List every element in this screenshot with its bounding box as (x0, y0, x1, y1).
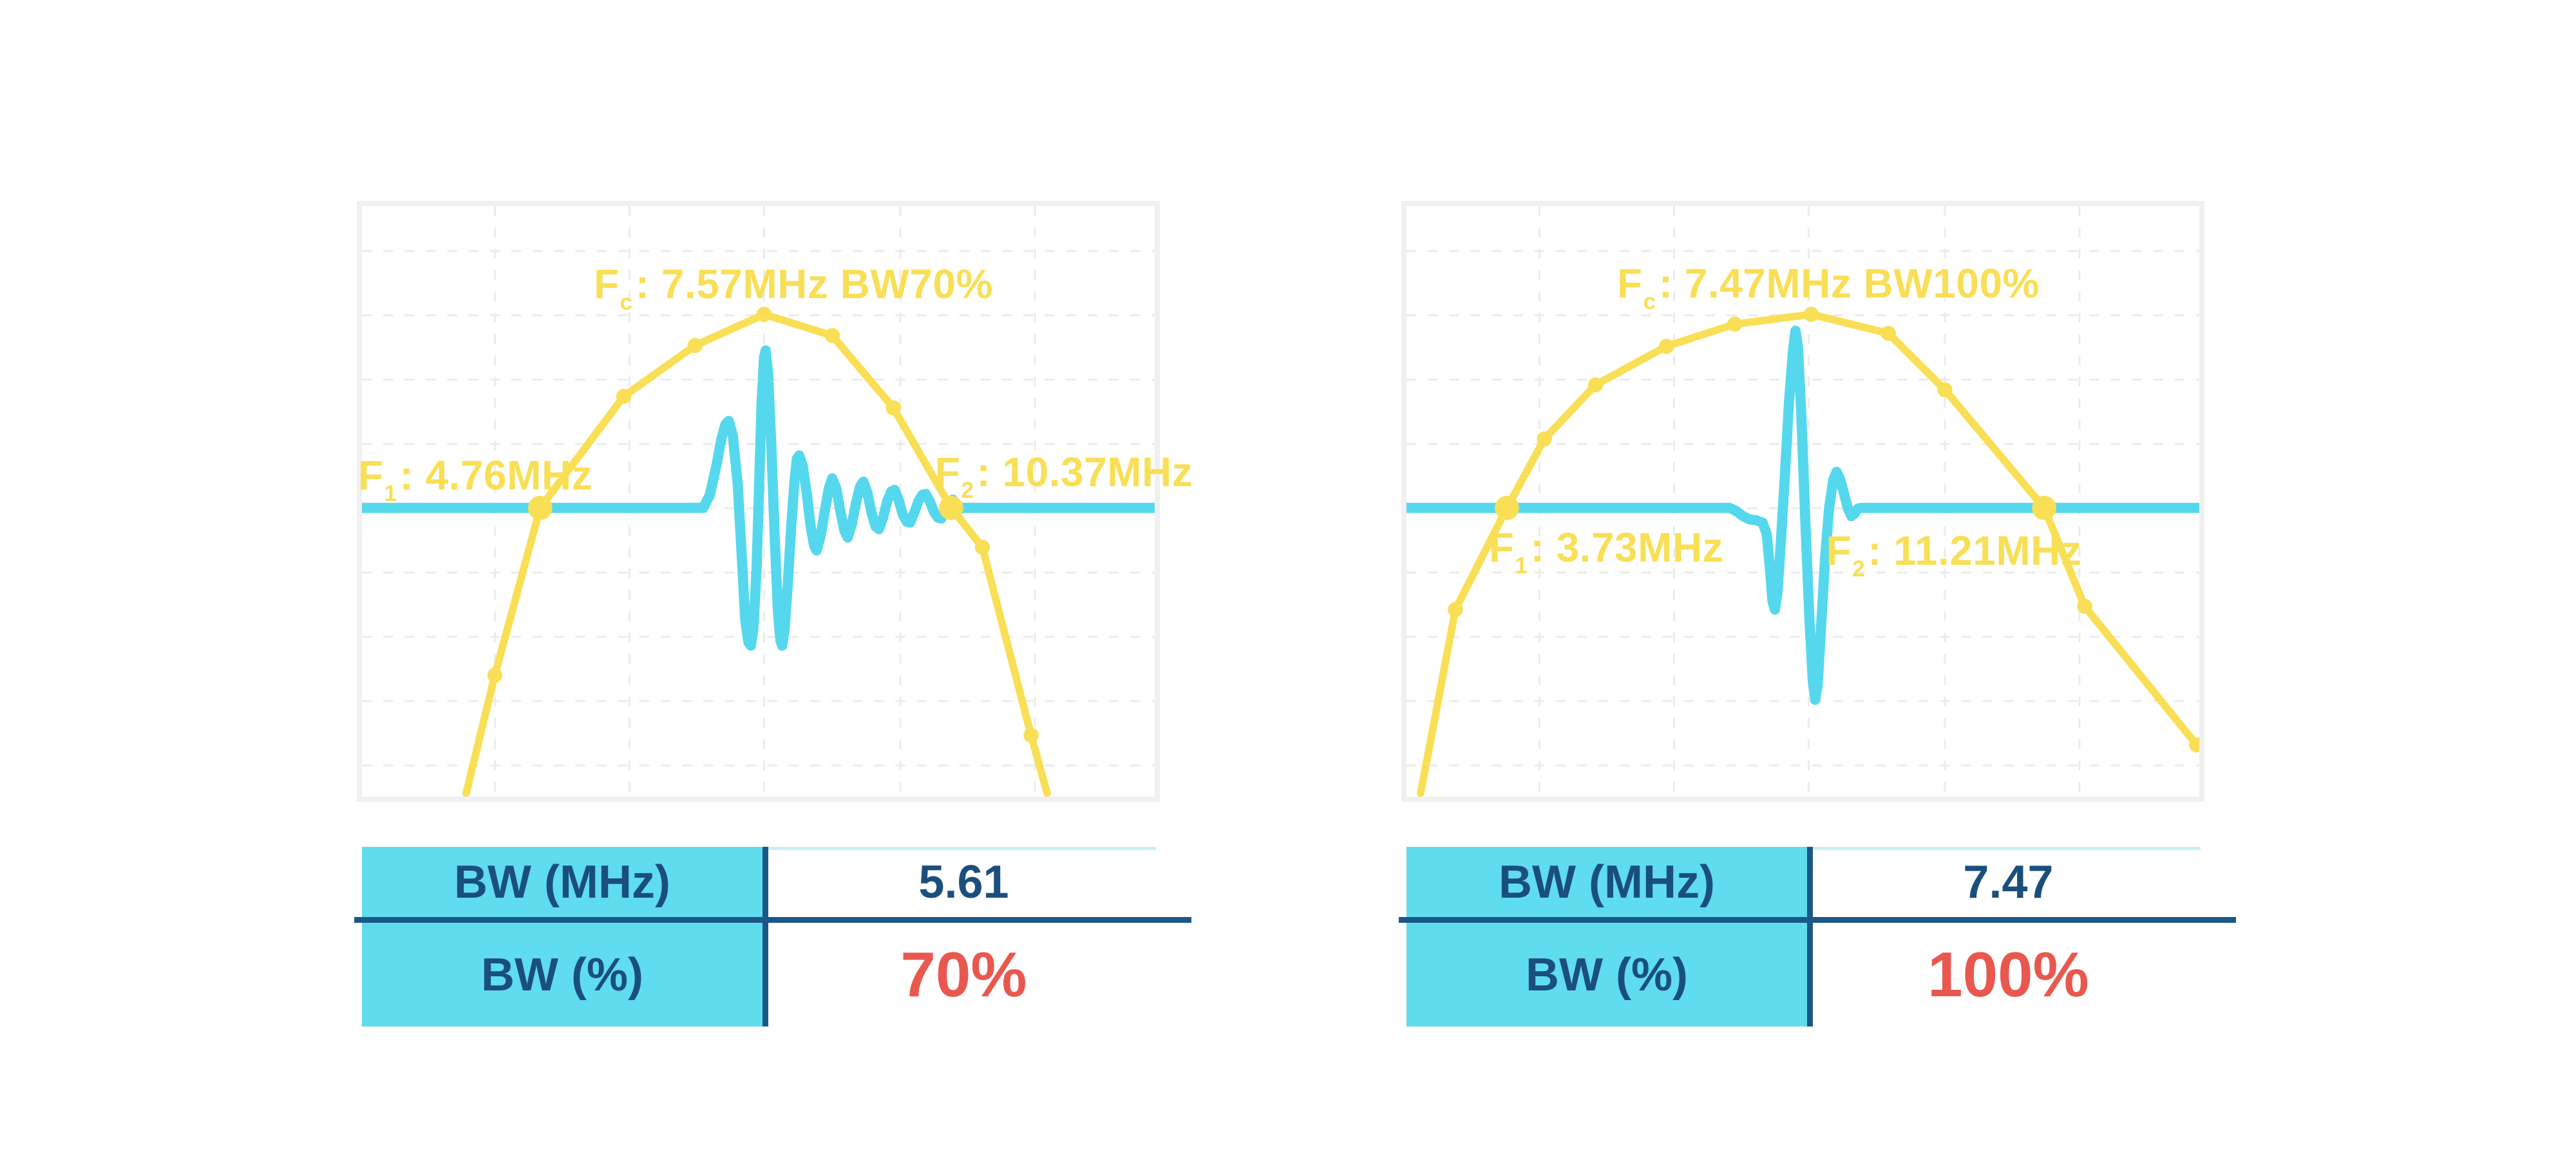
bw-percent-label: BW (%) (1526, 949, 1688, 1001)
chart-panel-bw100: Fc: 7.47MHz BW100% F1: 3.73MHz F2: 11.21… (1401, 201, 2204, 802)
bandwidth-table-bw70: BW (MHz) 5.61 BW (%) 70% (354, 847, 1191, 1026)
bw-mhz-value: 7.47 (1963, 856, 2054, 908)
fc-annotation: Fc: 7.57MHz BW70% (594, 261, 993, 315)
bw-mhz-label: BW (MHz) (454, 856, 670, 908)
f2-annotation: F2: 10.37MHz (934, 449, 1193, 503)
bandwidth-table-bw100: BW (MHz) 7.47 BW (%) 100% (1399, 847, 2236, 1026)
spectrum-curve (462, 310, 1051, 797)
spectrum-markers (487, 307, 1039, 743)
table-row-value: 100% (1813, 923, 2204, 1026)
table-top-border (1813, 847, 2201, 850)
f1-annotation: F1: 4.76MHz (357, 452, 593, 506)
f2-annotation: F2: 11.21MHz (1826, 527, 2082, 582)
table-header-column (1406, 847, 1807, 1026)
table-row-label: BW (%) (1406, 923, 1807, 1026)
bw-mhz-value: 5.61 (918, 856, 1009, 908)
bw-percent-label: BW (%) (481, 949, 643, 1001)
table-header-column (362, 847, 762, 1026)
chart-panel-bw70: Fc: 7.57MHz BW70% F1: 4.76MHz F2: 10.37M… (357, 201, 1193, 802)
table-column-divider (762, 847, 768, 1026)
table-row-value: 70% (768, 923, 1159, 1026)
table-row-divider (354, 917, 1191, 923)
table-top-border (768, 847, 1156, 850)
table-row-divider (1399, 917, 2236, 923)
table-row-value: 7.47 (1813, 847, 2204, 917)
bw-mhz-label: BW (MHz) (1499, 856, 1715, 908)
bw-percent-value: 70% (900, 939, 1027, 1010)
table-column-divider (1807, 847, 1813, 1026)
spectrum-markers (1448, 307, 2199, 753)
chart-plot-bw100 (1406, 206, 2199, 797)
chart-plot-bw70 (362, 206, 1155, 797)
f1-annotation: F1: 3.73MHz (1488, 524, 1724, 578)
pulse-waveform (1406, 325, 2199, 705)
table-row-label: BW (%) (362, 923, 762, 1026)
table-row-label: BW (MHz) (362, 847, 762, 917)
pulse-waveform (362, 345, 1155, 651)
table-row-label: BW (MHz) (1406, 847, 1807, 917)
table-row-value: 5.61 (768, 847, 1159, 917)
bw-percent-value: 100% (1927, 939, 2089, 1010)
fc-annotation: Fc: 7.47MHz BW100% (1617, 260, 2040, 314)
